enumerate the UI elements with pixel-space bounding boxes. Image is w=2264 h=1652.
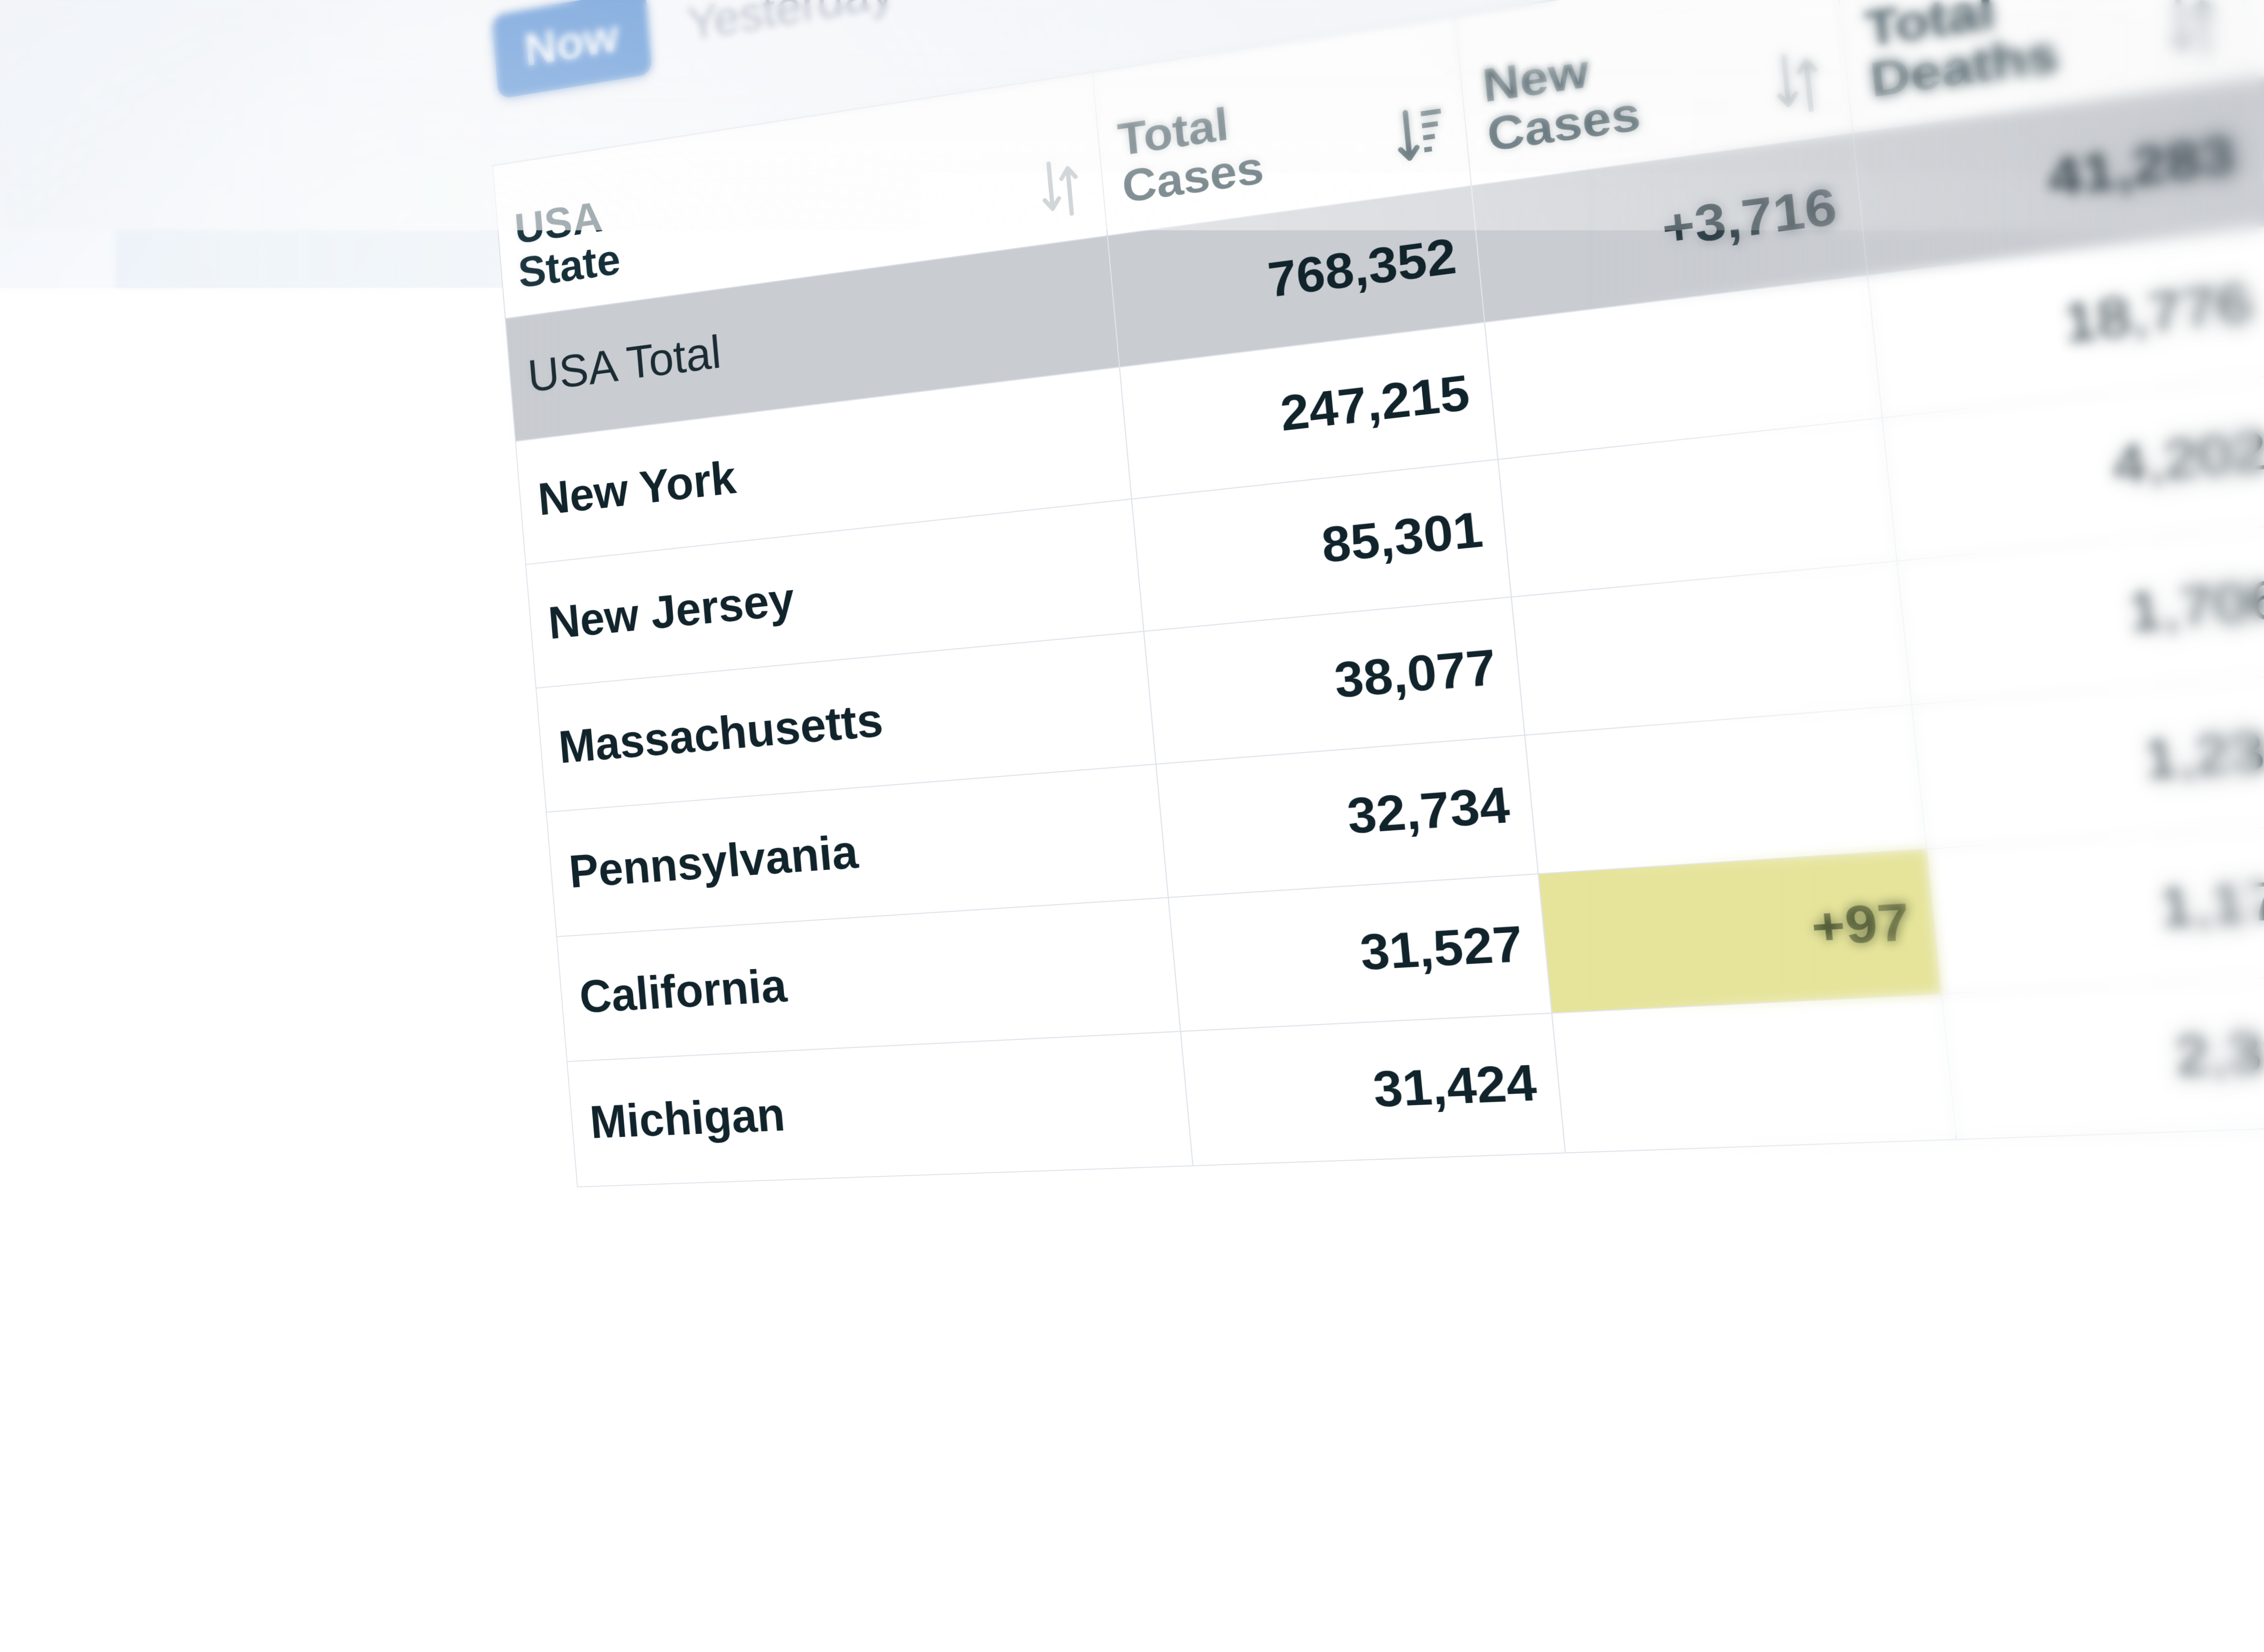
cell-total-deaths: 1,177 (1927, 823, 2264, 994)
sort-both-icon[interactable] (1767, 44, 1828, 120)
sort-both-icon[interactable] (1034, 154, 1086, 223)
sort-both-icon[interactable] (2159, 0, 2226, 65)
tab-yesterday[interactable]: Yesterday (686, 0, 896, 48)
cell-new-cases (1525, 705, 1926, 874)
sort-descending-icon[interactable] (1392, 100, 1449, 173)
tab-now[interactable]: Now (492, 0, 652, 99)
cell-new-cases: +97 (1538, 849, 1941, 1013)
cell-total-deaths: 2,391 (1942, 974, 2264, 1139)
cell-new-cases (1552, 994, 1957, 1153)
column-header-total-cases[interactable]: Total Cases (1092, 16, 1471, 236)
state-table-wrapper: USAStateTotalCasesNewCasesTotalDeathsNew… (492, 0, 2264, 1187)
browser-page: Report coronav Sea Now Yesterday USAStat… (0, 0, 2264, 1652)
perspective-stage: Report coronav Sea Now Yesterday USAStat… (0, 0, 2264, 1652)
timeframe-toggle[interactable]: Now Yesterday (492, 0, 898, 99)
cell-total-cases: 32,734 (1156, 735, 1538, 898)
column-header-label-line2: Cases (1485, 89, 1643, 160)
cell-total-cases: 31,527 (1168, 874, 1552, 1031)
cell-total-cases: 31,424 (1180, 1013, 1565, 1166)
usa-state-covid-table: USAStateTotalCasesNewCasesTotalDeathsNew… (492, 0, 2264, 1187)
